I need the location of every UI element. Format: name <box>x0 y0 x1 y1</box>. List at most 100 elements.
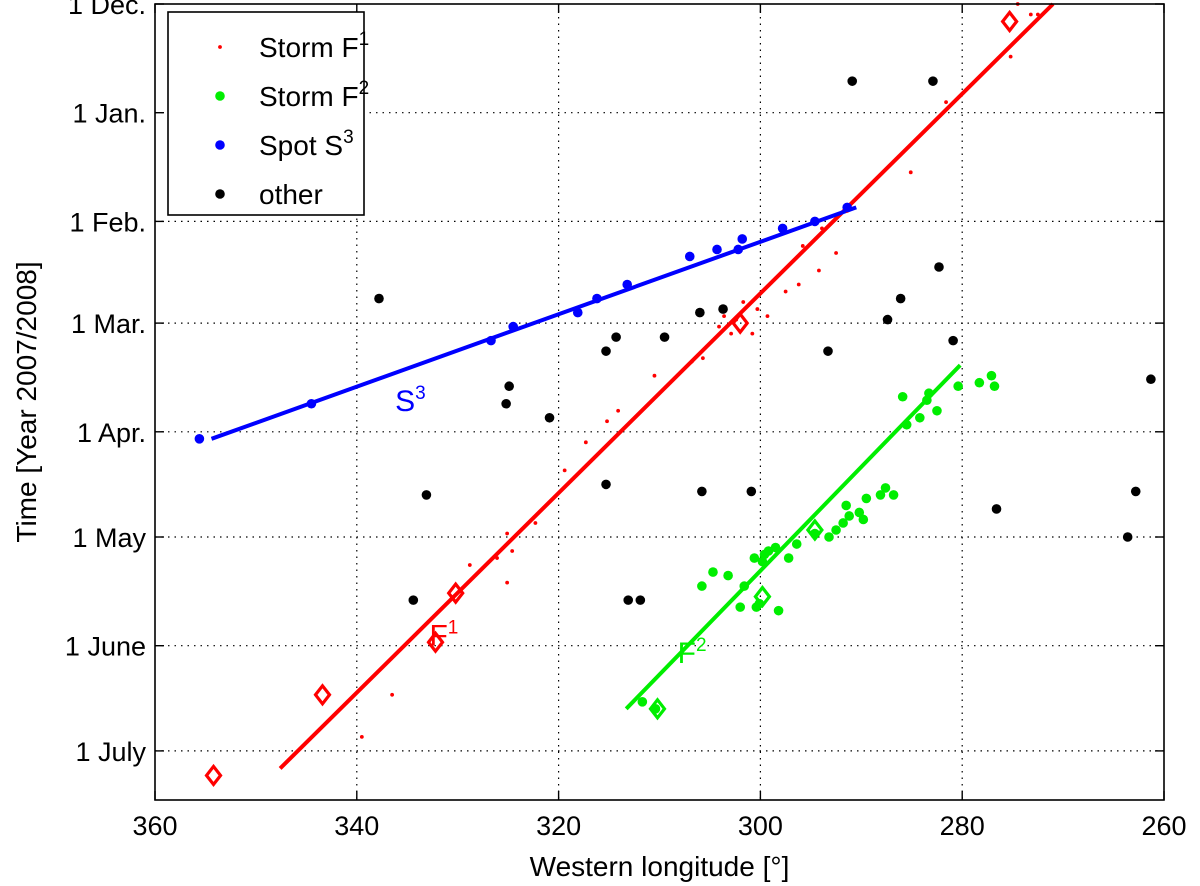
data-point <box>1122 532 1133 542</box>
data-point <box>1130 486 1141 497</box>
data-point <box>783 553 794 563</box>
data-point <box>824 532 834 542</box>
legend-label: other <box>259 179 323 210</box>
data-point <box>684 251 695 262</box>
diamond-marker <box>313 683 332 707</box>
legend-label: Spot S3 <box>259 127 354 161</box>
diamond-marker <box>731 311 750 335</box>
data-point <box>359 734 364 739</box>
legend-marker <box>218 45 222 49</box>
data-point <box>659 332 670 342</box>
data-point <box>741 300 746 304</box>
data-point <box>823 346 833 356</box>
data-point <box>622 279 633 290</box>
data-point <box>697 581 707 591</box>
data-point <box>800 244 805 248</box>
data-point <box>817 268 821 273</box>
grid <box>155 4 1164 800</box>
data-point <box>915 412 925 423</box>
data-point <box>897 391 908 402</box>
data-point <box>796 282 801 287</box>
data-point <box>751 602 762 612</box>
data-point <box>880 483 891 493</box>
y-tick-label: 1 Feb. <box>69 207 146 237</box>
legend-box <box>167 11 365 216</box>
data-point <box>755 307 760 311</box>
x-tick-label: 320 <box>536 811 581 841</box>
data-point <box>944 100 948 105</box>
data-point <box>505 580 510 585</box>
data-point <box>765 314 770 318</box>
data-point <box>722 314 726 318</box>
data-point <box>810 216 820 227</box>
data-point <box>635 595 646 605</box>
data-point <box>718 304 728 314</box>
data-point <box>932 405 942 416</box>
data-point <box>501 398 511 409</box>
data-point <box>986 370 997 381</box>
data-point <box>1146 374 1156 385</box>
data-point <box>505 531 510 536</box>
data-point <box>510 549 515 553</box>
data-point <box>508 321 518 332</box>
data-point <box>858 514 869 525</box>
data-point <box>922 395 932 406</box>
data-point <box>697 486 707 497</box>
diamond-marker <box>426 630 445 654</box>
data-point <box>572 307 583 318</box>
data-point <box>408 595 419 605</box>
diamond-marker <box>648 697 667 721</box>
fit-line <box>210 205 857 441</box>
data-point <box>723 570 733 581</box>
fit-line-labels: F1 F2 S3 <box>395 383 706 670</box>
data-point <box>750 331 755 336</box>
data-point <box>934 262 944 272</box>
fit-line <box>278 2 1055 770</box>
data-point <box>637 697 648 707</box>
data-point <box>562 468 567 473</box>
data-point <box>486 335 496 346</box>
data-point <box>592 293 602 304</box>
data-point <box>700 356 705 361</box>
data-point <box>820 226 824 231</box>
data-point <box>495 556 499 560</box>
data-point <box>773 605 784 616</box>
data-point <box>467 563 472 567</box>
data-point <box>533 521 538 525</box>
data-point <box>834 251 838 255</box>
plot-frame <box>154 3 1165 801</box>
data-point <box>901 419 912 430</box>
legend-marker <box>215 140 225 150</box>
data-point <box>1035 12 1040 17</box>
diamond-marker <box>204 763 223 788</box>
diamond-marker <box>753 585 772 609</box>
data-point <box>854 507 865 518</box>
data-point <box>735 602 746 612</box>
data-point <box>623 595 634 605</box>
data-point <box>601 479 611 490</box>
data-point <box>888 490 899 500</box>
fit-line-label: F1 <box>429 618 458 653</box>
data-point <box>611 332 621 342</box>
data-point <box>605 419 609 424</box>
x-tick-label: 300 <box>738 811 783 841</box>
data-point <box>544 412 555 423</box>
data-point <box>712 244 722 255</box>
x-tick-label: 280 <box>940 811 985 841</box>
diamond-marker <box>1000 9 1019 34</box>
data-points <box>194 2 1156 788</box>
data-point <box>1028 12 1033 17</box>
data-point <box>974 377 985 388</box>
data-point <box>695 307 705 318</box>
y-tick-label: 1 June <box>65 632 146 662</box>
data-point <box>953 381 963 392</box>
y-tick-label: 1 Apr. <box>77 418 146 448</box>
data-point <box>847 76 858 86</box>
data-point <box>908 170 913 175</box>
data-point <box>601 346 611 356</box>
y-tick-label: 1 July <box>75 737 146 767</box>
data-point <box>777 223 788 234</box>
x-axis-label: Western longitude [°] <box>530 851 790 882</box>
data-point <box>374 293 384 304</box>
